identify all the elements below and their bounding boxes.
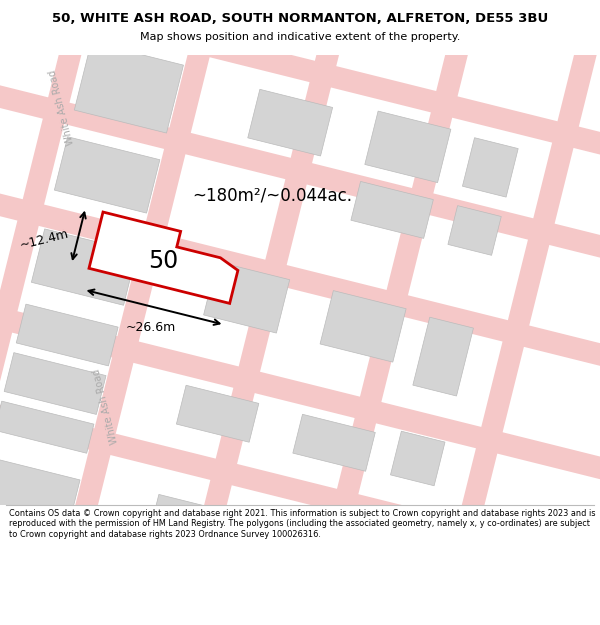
Text: ~26.6m: ~26.6m <box>125 321 176 334</box>
Polygon shape <box>188 0 354 576</box>
Polygon shape <box>67 0 233 546</box>
Polygon shape <box>176 385 259 442</box>
Polygon shape <box>0 457 80 524</box>
Polygon shape <box>351 181 433 238</box>
Polygon shape <box>148 494 232 556</box>
Polygon shape <box>413 318 473 396</box>
Polygon shape <box>0 279 600 494</box>
Polygon shape <box>309 19 475 607</box>
Polygon shape <box>89 212 238 303</box>
Polygon shape <box>0 372 600 587</box>
Polygon shape <box>263 528 347 590</box>
Polygon shape <box>365 111 451 182</box>
Text: ~12.4m: ~12.4m <box>19 227 70 252</box>
Text: 50, WHITE ASH ROAD, SOUTH NORMANTON, ALFRETON, DE55 3BU: 50, WHITE ASH ROAD, SOUTH NORMANTON, ALF… <box>52 12 548 25</box>
Polygon shape <box>360 552 415 607</box>
Polygon shape <box>0 401 94 453</box>
Text: White Ash Road: White Ash Road <box>92 368 120 445</box>
Polygon shape <box>203 261 290 333</box>
Polygon shape <box>448 206 501 256</box>
Polygon shape <box>463 138 518 197</box>
Polygon shape <box>293 414 375 471</box>
Polygon shape <box>0 0 112 516</box>
Polygon shape <box>320 291 406 362</box>
Polygon shape <box>0 71 600 286</box>
Polygon shape <box>391 431 445 486</box>
Polygon shape <box>16 304 118 366</box>
Polygon shape <box>31 229 137 305</box>
Polygon shape <box>248 89 332 156</box>
Polygon shape <box>0 173 600 388</box>
Polygon shape <box>4 352 106 414</box>
Polygon shape <box>74 42 184 133</box>
Text: White Ash Road: White Ash Road <box>48 68 76 146</box>
Text: Contains OS data © Crown copyright and database right 2021. This information is : Contains OS data © Crown copyright and d… <box>9 509 595 539</box>
Text: ~180m²/~0.044ac.: ~180m²/~0.044ac. <box>192 186 352 204</box>
Polygon shape <box>55 137 160 213</box>
Text: 50: 50 <box>148 249 178 273</box>
Polygon shape <box>430 49 597 625</box>
Polygon shape <box>0 0 600 189</box>
Text: Map shows position and indicative extent of the property.: Map shows position and indicative extent… <box>140 32 460 42</box>
